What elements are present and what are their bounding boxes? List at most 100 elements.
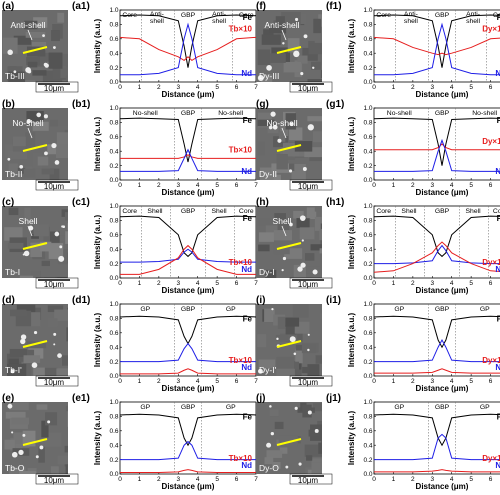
y-tick-label: 0.4 [109,148,118,155]
x-tick-label: 5 [469,280,473,287]
plot-frame [119,9,257,83]
x-tick-label: 0 [372,378,376,385]
x-tick-label: 0 [118,84,122,91]
panel-i: (i) Dy-I' 10μm (i1) 0.0 0.2 0.4 0.6 0.8 1.0 0 1 2 3 4 5… [256,295,500,393]
region-label: GP [140,404,150,411]
gb-phase [20,334,27,340]
scale-bar-box [289,277,333,289]
gb-phase [35,455,39,459]
grain [292,304,309,318]
plot-label: (j1) [326,393,341,404]
x-tick-label: 0 [372,476,376,483]
gb-phase [307,333,310,336]
x-tick-label: 2 [411,182,415,189]
x-tick-label: 0 [118,182,122,189]
y-tick-label: 0.2 [363,359,372,366]
grain [276,154,288,170]
y-axis-title: Intensity (a.u.) [93,117,102,172]
region-annotation: Anti-shell [11,20,46,30]
y-tick-label: 0.0 [363,177,372,184]
y-tick-label: 0.4 [363,442,372,449]
series-line-Dy [374,143,500,151]
series-label: Dy×10 [482,258,500,267]
grain [8,163,18,175]
grain [276,356,295,372]
y-tick-label: 0.6 [109,330,118,337]
y-tick-label: 0.8 [109,316,118,323]
region-label: Core [376,208,391,215]
y-tick-label: 0.4 [363,148,372,155]
grain [31,42,47,51]
gb-phase [307,124,314,131]
grain [9,348,27,357]
panel-label: (j) [256,393,265,404]
y-tick-label: 0.0 [363,373,372,380]
grain [38,446,45,463]
grain [60,65,68,78]
line-scan-marker [22,242,48,250]
grain [47,305,64,313]
x-tick-label: 6 [489,378,493,385]
gb-phase [289,222,293,227]
gb-phase [277,138,282,143]
grain [26,46,46,57]
grain [51,30,60,42]
line-scan-marker [22,144,48,152]
line-scan-marker [276,438,302,446]
grain [62,355,68,366]
grain [310,244,322,251]
plot-label: (h1) [326,197,344,208]
region-label: GP [394,404,404,411]
y-tick-label: 0.2 [109,163,118,170]
x-tick-label: 1 [392,182,396,189]
grain [49,168,60,180]
region-label: GBP [435,12,450,19]
line-scan-marker [276,340,302,348]
region-label: GP [394,306,404,313]
gb-phase [276,337,279,341]
x-tick-label: 4 [450,280,454,287]
grain [258,217,278,226]
x-tick-label: 0 [372,182,376,189]
region-annotation: No-shell [12,118,43,128]
series-line-Fe [119,117,257,163]
series-line-Nd [374,22,500,76]
x-tick-label: 1 [392,378,396,385]
grain [258,232,278,242]
y-tick-label: 0.2 [363,65,372,72]
plot-frame [119,303,257,377]
grain [319,313,322,320]
grain [275,334,289,341]
series-line-Dy [374,469,500,473]
gb-phase [7,157,11,161]
grain [65,75,68,82]
grain [65,405,68,412]
plot-frame [373,303,500,377]
series-line-Nd [374,338,500,363]
grain [281,12,301,25]
x-tick-label: 0 [372,280,376,287]
region-label: GBP [181,110,196,117]
gb-phase [53,332,57,336]
grain [55,276,67,278]
grain [320,69,322,79]
gb-phase [44,63,49,68]
grain [56,368,68,376]
plot-label: (i1) [326,295,341,306]
panel-c: (c) Shell Tb-I 10μm (c1) 0.0 0.2 0.4 0.6 0.8 1.0 0 1… [2,197,258,295]
series-line-Tb [120,469,256,474]
grain [295,348,303,364]
grain [47,144,60,155]
y-tick-label: 0.8 [109,218,118,225]
y-tick-label: 0.8 [109,120,118,127]
gb-phase [314,428,319,433]
series-label: Nd [495,363,500,372]
grain [7,242,24,249]
grain [12,136,26,147]
plot-label: (b1) [72,99,90,110]
y-tick-label: 0.8 [363,316,372,323]
grain [40,241,52,252]
grain [22,362,32,376]
grain [50,466,59,474]
region-label: Shell [147,208,163,215]
